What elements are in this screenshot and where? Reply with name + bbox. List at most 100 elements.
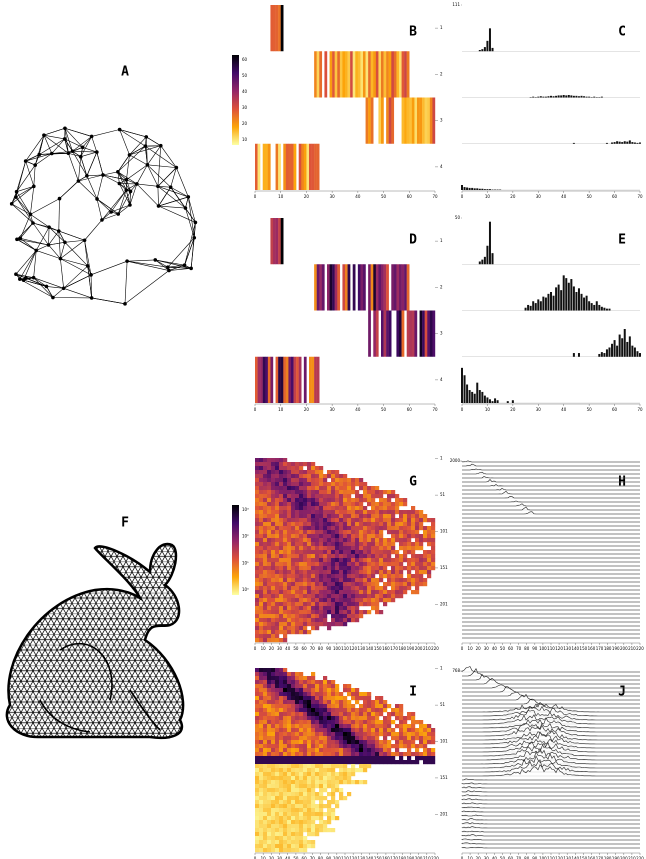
- heatmap-cell: [403, 538, 407, 542]
- heatmap-cell: [395, 736, 399, 740]
- heatmap-cell: [415, 514, 419, 518]
- heatmap-cell: [323, 538, 327, 542]
- heatmap-cell: [327, 744, 331, 748]
- heatmap-cell: [387, 502, 391, 506]
- heatmap-cell: [351, 780, 355, 784]
- graph-edge: [81, 157, 87, 176]
- heatmap-cell: [287, 736, 291, 740]
- heatmap-cell: [263, 772, 267, 776]
- heatmap-cell: [379, 562, 383, 566]
- graph-node: [125, 259, 129, 263]
- heatmap-cell: [263, 498, 267, 502]
- heatmap-cell: [323, 494, 327, 498]
- heatmap-cell: [278, 5, 281, 51]
- heatmap-cell: [415, 752, 419, 756]
- heatmap-cell: [283, 514, 287, 518]
- histogram-bar: [550, 292, 552, 311]
- heatmap-cell: [263, 566, 267, 570]
- heatmap-cell: [255, 740, 259, 744]
- heatmap-cell: [315, 708, 319, 712]
- heatmap-cell: [327, 546, 331, 550]
- heatmap-cell: [295, 736, 299, 740]
- heatmap-cell: [427, 558, 431, 562]
- heatmap-cell: [287, 554, 291, 558]
- heatmap-cell: [387, 716, 391, 720]
- heatmap-cell: [263, 466, 267, 470]
- heatmap-cell: [355, 506, 359, 510]
- heatmap-cell: [331, 610, 335, 614]
- graph-edge: [137, 184, 158, 186]
- heatmap-cell: [383, 760, 387, 764]
- heatmap-cell: [259, 502, 263, 506]
- x-tick-label: 170: [390, 646, 398, 651]
- heatmap-cell: [271, 598, 275, 602]
- heatmap-cell: [331, 606, 335, 610]
- heatmap-cell: [355, 614, 359, 618]
- heatmap-cell: [411, 506, 415, 510]
- heatmap-cell: [323, 828, 327, 832]
- heatmap-cell: [412, 311, 415, 357]
- heatmap-cell: [295, 844, 299, 848]
- heatmap-cell: [279, 470, 283, 474]
- heatmap-cell: [299, 712, 303, 716]
- heatmap-cell: [347, 732, 351, 736]
- graph-edge: [20, 223, 33, 238]
- heatmap-cell: [347, 506, 351, 510]
- heatmap-cell: [335, 622, 339, 626]
- heatmap-cell: [399, 574, 403, 578]
- histogram-bar: [486, 397, 488, 403]
- heatmap-cell: [271, 634, 275, 638]
- heatmap-cell: [299, 558, 303, 562]
- heatmap-cell: [283, 550, 287, 554]
- heatmap-cell: [367, 498, 371, 502]
- heatmap-cell: [307, 578, 311, 582]
- heatmap-cell: [295, 828, 299, 832]
- heatmap-cell: [323, 700, 327, 704]
- graph-node: [128, 203, 132, 207]
- heatmap-cell: [299, 542, 303, 546]
- heatmap-cell: [383, 756, 387, 760]
- heatmap-cell: [267, 796, 271, 800]
- heatmap-cell: [379, 530, 383, 534]
- x-tick-label: 80: [318, 646, 324, 651]
- heatmap-cell: [391, 514, 395, 518]
- heatmap-cell: [322, 264, 325, 310]
- heatmap-cell: [331, 482, 335, 486]
- heatmap-cell: [267, 478, 271, 482]
- heatmap-cell: [307, 486, 311, 490]
- heatmap-cell: [263, 582, 267, 586]
- heatmap-cell: [287, 848, 291, 852]
- heatmap-cell: [291, 708, 295, 712]
- heatmap-cell: [259, 578, 263, 582]
- heatmap-cell: [351, 562, 355, 566]
- heatmap-cell: [295, 744, 299, 748]
- heatmap-cell: [291, 672, 295, 676]
- heatmap-cell: [351, 502, 355, 506]
- heatmap-cell: [311, 574, 315, 578]
- heatmap-cell: [311, 490, 315, 494]
- x-tick-label: 60: [407, 407, 413, 412]
- heatmap-cell: [279, 684, 283, 688]
- heatmap-cell: [335, 494, 339, 498]
- page: ABCDEFGHIJ010203040506070123460504030201…: [0, 0, 646, 859]
- heatmap-cell: [319, 51, 322, 97]
- heatmap-cell: [319, 780, 323, 784]
- heatmap-cell: [287, 570, 291, 574]
- heatmap-cell: [255, 828, 259, 832]
- heatmap-cell: [291, 582, 295, 586]
- heatmap-cell: [299, 672, 303, 676]
- heatmap-cell: [273, 5, 276, 51]
- ridge-line: [462, 512, 640, 514]
- heatmap-cell: [319, 554, 323, 558]
- heatmap-cell: [351, 530, 355, 534]
- heatmap-cell: [343, 696, 347, 700]
- graph-edge: [127, 261, 168, 267]
- heatmap-cell: [331, 546, 335, 550]
- heatmap-cell: [339, 772, 343, 776]
- heatmap-cell: [399, 728, 403, 732]
- heatmap-cell: [283, 700, 287, 704]
- heatmap-cell: [279, 720, 283, 724]
- heatmap-cell: [327, 772, 331, 776]
- heatmap-cell: [419, 522, 423, 526]
- heatmap-cell: [371, 700, 375, 704]
